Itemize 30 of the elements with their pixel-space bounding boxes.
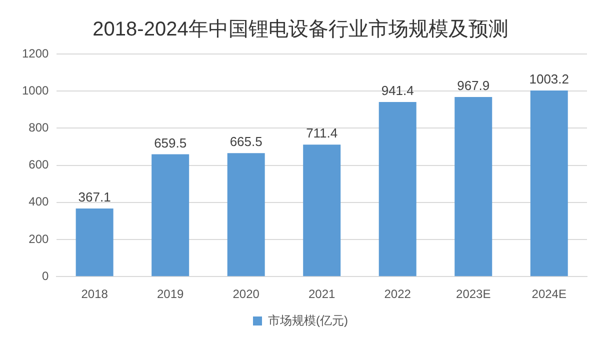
bar: [76, 208, 114, 276]
bar: [227, 153, 265, 276]
data-label: 367.1: [78, 190, 111, 205]
bar: [303, 144, 341, 276]
y-tick-label: 400: [28, 194, 50, 209]
data-label: 659.5: [154, 135, 187, 150]
y-tick-label: 1200: [22, 46, 50, 60]
x-tick-label: 2019: [156, 287, 184, 302]
x-tick-label: 2024E: [532, 287, 566, 302]
x-tick-label: 2022: [384, 287, 412, 302]
x-tick-label: 2023E: [456, 287, 491, 302]
x-tick-label: 2021: [308, 287, 336, 302]
bar: [378, 102, 416, 276]
x-tick-label: 2018: [81, 287, 108, 302]
chart-title: 2018-2024年中国锂电设备行业市场规模及预测: [92, 18, 508, 41]
y-tick-label: 1000: [22, 83, 50, 98]
data-label: 665.5: [230, 134, 262, 150]
data-label: 711.4: [306, 126, 338, 141]
bar: [152, 154, 190, 276]
data-label: 967.9: [457, 78, 490, 94]
legend-label: 市场规模(亿元): [268, 313, 348, 328]
y-tick-label: 200: [28, 232, 50, 246]
x-tick-label: 2020: [232, 287, 260, 302]
bar: [530, 90, 568, 276]
data-label: 941.4: [381, 83, 414, 98]
y-tick-label: 600: [28, 158, 50, 172]
data-label: 1003.2: [529, 72, 570, 87]
y-tick-label: 0: [42, 268, 50, 283]
y-tick-label: 800: [28, 120, 50, 135]
bar: [454, 97, 492, 276]
